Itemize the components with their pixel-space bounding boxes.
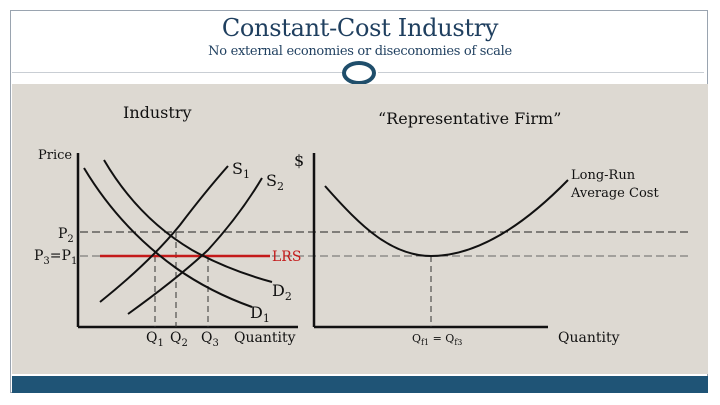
firm-dollar-label: $ xyxy=(294,151,304,170)
lrs-label: LRS xyxy=(272,249,301,265)
lrac-label-line2: Average Cost xyxy=(570,186,659,201)
p3-p1-label: P3=P1 xyxy=(34,248,77,267)
header-divider-left xyxy=(12,72,342,73)
industry-panel-label: Industry xyxy=(123,103,192,122)
demand-curve-d2 xyxy=(103,159,273,283)
page-title: Constant-Cost Industry xyxy=(221,14,499,42)
d2-label: D2 xyxy=(272,281,292,303)
header-divider-right xyxy=(378,72,704,73)
p2-label: P2 xyxy=(58,226,74,245)
industry-price-label: Price xyxy=(38,148,72,163)
page-subtitle: No external economies or diseconomies of… xyxy=(208,44,512,59)
oval-ornament-icon xyxy=(342,61,376,85)
s1-label: S1 xyxy=(232,159,250,181)
d1-label: D1 xyxy=(250,303,270,325)
q3-label: Q3 xyxy=(201,330,219,349)
q1-label: Q1 xyxy=(146,330,164,349)
long-run-average-cost-curve xyxy=(324,179,569,258)
supply-curve-s1 xyxy=(99,165,229,303)
qf-label: Qf1 = Qf3 xyxy=(412,332,462,347)
s2-label: S2 xyxy=(266,171,284,193)
q2-label: Q2 xyxy=(170,330,188,349)
firm-quantity-label: Quantity xyxy=(558,330,620,346)
demand-curve-d1 xyxy=(83,167,253,308)
industry-quantity-label: Quantity xyxy=(234,330,296,346)
firm-panel-label: “Representative Firm” xyxy=(378,109,561,128)
lrac-label-line1: Long-Run xyxy=(571,168,636,183)
diagram-panel xyxy=(12,84,708,374)
supply-curve-s2 xyxy=(127,177,263,315)
footer-bar xyxy=(12,376,708,393)
